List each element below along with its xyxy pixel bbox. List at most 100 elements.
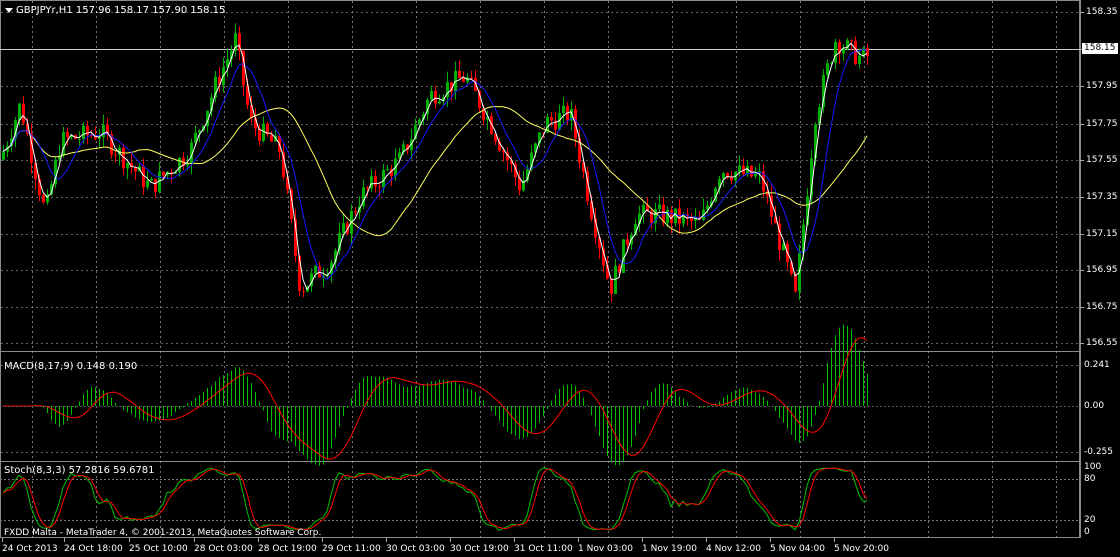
candle-body <box>790 262 793 274</box>
candle-body <box>246 85 249 105</box>
candle-body <box>506 152 509 161</box>
candle-body <box>86 125 89 136</box>
candle-body <box>390 169 393 176</box>
candle-body <box>782 243 785 251</box>
triangle-down-icon[interactable] <box>5 8 13 13</box>
candle-body <box>70 135 73 138</box>
stoch-axis-label: 80 <box>1084 474 1096 484</box>
time-axis-label: 1 Nov 19:00 <box>642 544 697 554</box>
candle-body <box>46 194 49 203</box>
candle-body <box>262 123 265 141</box>
candle-body <box>58 155 61 160</box>
candle-body <box>458 70 461 79</box>
candle-body <box>646 205 649 212</box>
candle-body <box>530 152 533 170</box>
macd-header: MACD(8,17,9) 0.148 0.190 <box>4 361 138 372</box>
candle-body <box>766 191 769 196</box>
candle-body <box>102 124 105 138</box>
candle-body <box>598 237 601 249</box>
candle-body <box>142 166 145 188</box>
candle-body <box>66 131 69 138</box>
candle-body <box>206 110 209 127</box>
candle-body <box>158 171 161 192</box>
candle-body <box>682 214 685 224</box>
candle-body <box>134 167 137 172</box>
candle-body <box>674 208 677 224</box>
candle-body <box>690 216 693 221</box>
time-axis-label: 30 Oct 03:00 <box>386 544 445 554</box>
candle-body <box>62 131 65 156</box>
copyright-text: FXDD Malta - MetaTrader 4, © 2001-2013, … <box>4 528 322 538</box>
candle-body <box>822 75 825 108</box>
candle-body <box>94 135 97 139</box>
candle-body <box>498 141 501 151</box>
candle-body <box>422 114 425 120</box>
candle-body <box>378 186 381 188</box>
candle-body <box>770 195 773 217</box>
candle-body <box>754 173 757 177</box>
candle-body <box>226 59 229 68</box>
main-chart-header: GBPJPYr,H1 157.96 158.17 157.90 158.15 <box>16 5 226 16</box>
candle-body <box>286 177 289 190</box>
candle-body <box>842 48 845 54</box>
candle-body <box>414 124 417 140</box>
candle-body <box>214 76 217 98</box>
price-axis-label: 156.75 <box>1086 302 1118 312</box>
price-axis-label: 157.15 <box>1086 229 1118 239</box>
candle-body <box>194 132 197 143</box>
candle-body <box>518 177 521 191</box>
time-axis-label: 1 Nov 03:00 <box>578 544 633 554</box>
candle-body <box>382 169 385 188</box>
candle-body <box>130 163 133 168</box>
candle-body <box>334 250 337 263</box>
candle-body <box>774 216 777 224</box>
candle-body <box>854 41 857 64</box>
candle-body <box>438 101 441 104</box>
candle-body <box>338 233 341 251</box>
candle-body <box>402 144 405 153</box>
candle-body <box>658 204 661 210</box>
candle-body <box>38 179 41 196</box>
candle-body <box>578 138 581 163</box>
candle-body <box>234 33 237 51</box>
candle-body <box>290 189 293 220</box>
ma-medium-line <box>2 48 868 281</box>
candle-body <box>446 82 449 98</box>
candle-body <box>42 195 45 203</box>
candle-body <box>722 173 725 179</box>
candle-body <box>486 116 489 120</box>
candle-body <box>150 179 153 181</box>
candle-body <box>834 41 837 63</box>
candle-body <box>50 184 53 195</box>
candle-body <box>298 255 301 292</box>
candle-body <box>750 165 753 177</box>
time-axis-label: 25 Oct 10:00 <box>129 544 188 554</box>
candle-body <box>802 224 805 254</box>
candle-body <box>846 40 849 49</box>
candle-body <box>478 91 481 109</box>
time-axis-label: 4 Nov 12:00 <box>706 544 761 554</box>
candle-body <box>558 113 561 130</box>
candle-body <box>866 48 869 57</box>
time-axis-label: 5 Nov 04:00 <box>770 544 825 554</box>
candle-body <box>122 147 125 169</box>
candle-body <box>730 177 733 181</box>
candle-body <box>26 123 29 134</box>
candle-body <box>482 108 485 120</box>
candle-body <box>510 160 513 165</box>
macd-axis-label: 0.241 <box>1084 360 1110 370</box>
candle-body <box>818 107 821 125</box>
price-axis-label: 157.95 <box>1086 81 1118 91</box>
candle-body <box>418 119 421 125</box>
candle-body <box>370 176 373 189</box>
price-axis-label: 157.55 <box>1086 155 1118 165</box>
candle-body <box>366 187 369 189</box>
candle-body <box>258 128 261 141</box>
candle-body <box>450 82 453 92</box>
candle-body <box>178 157 181 173</box>
candle-body <box>586 171 589 201</box>
candle-body <box>622 239 625 273</box>
candle-body <box>830 62 833 64</box>
candle-body <box>634 223 637 236</box>
